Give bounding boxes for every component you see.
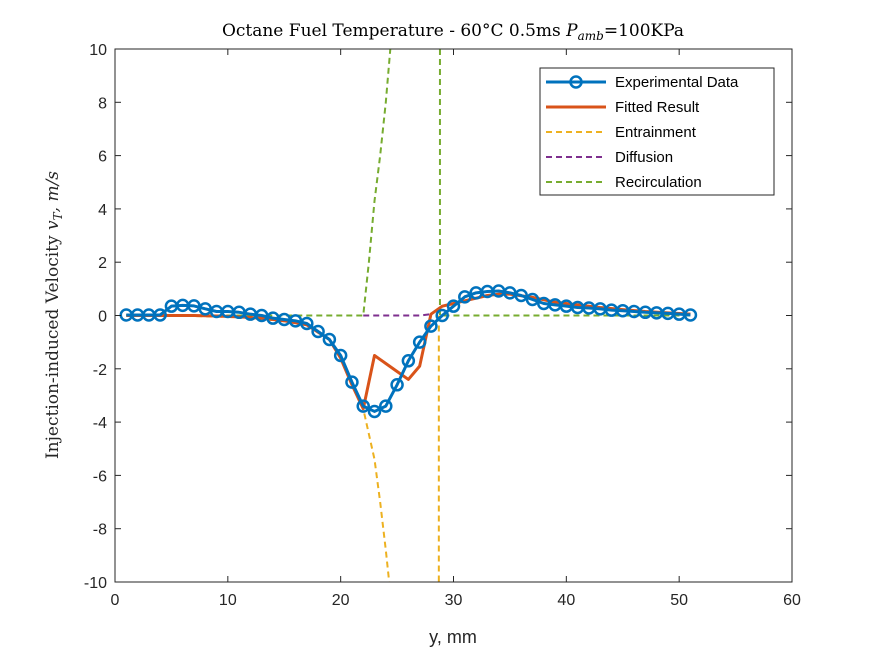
- legend-label-diffusion: Diffusion: [615, 149, 673, 166]
- y-tick-label: -2: [93, 362, 107, 379]
- data-point: [525, 292, 540, 307]
- series-line-experimental-data: [126, 289, 691, 413]
- x-tick-label: 40: [557, 592, 575, 609]
- legend-label-fitted-result: Fitted Result: [615, 99, 700, 116]
- data-point: [401, 354, 416, 368]
- y-tick-label: 0: [98, 309, 107, 326]
- title-p-subscript: amb: [578, 29, 604, 43]
- data-point: [514, 288, 528, 303]
- x-tick-label: 60: [783, 592, 801, 609]
- x-tick-label: 30: [445, 592, 463, 609]
- y-label-var-subscript: T: [51, 211, 65, 220]
- data-point: [300, 316, 314, 331]
- data-point: [446, 299, 461, 313]
- y-label-var: v: [43, 220, 63, 230]
- data-point: [390, 378, 404, 392]
- title-p-symbol: P: [565, 21, 578, 41]
- data-point: [153, 308, 167, 322]
- y-tick-label: -8: [93, 522, 107, 539]
- data-point: [367, 404, 382, 419]
- series-layer: [119, 49, 698, 582]
- data-point: [412, 335, 427, 349]
- title-suffix: =100KPa: [604, 21, 684, 41]
- y-tick-label: 4: [98, 202, 107, 219]
- legend-label-entrainment: Entrainment: [615, 124, 697, 141]
- y-tick-label: -4: [93, 415, 107, 432]
- data-point: [424, 319, 438, 333]
- x-tick-label: 0: [111, 592, 120, 609]
- y-axis-label: Injection-induced Velocity vT, m/s: [43, 171, 65, 459]
- x-tick-label: 50: [670, 592, 688, 609]
- legend-marker: [569, 75, 583, 89]
- legend-label-experimental-data: Experimental Data: [615, 74, 739, 91]
- data-point: [311, 324, 325, 339]
- data-point: [345, 375, 359, 389]
- y-tick-label: -6: [93, 468, 107, 485]
- series-line-fitted-result: [126, 292, 691, 411]
- title-prefix: Octane Fuel Temperature - 60°C 0.5ms: [222, 21, 566, 41]
- x-tick-label: 20: [332, 592, 350, 609]
- data-point: [322, 332, 337, 347]
- data-point: [458, 290, 472, 304]
- data-point: [379, 399, 393, 413]
- chart-title: Octane Fuel Temperature - 60°C 0.5ms Pam…: [222, 21, 684, 43]
- y-label-text: Injection-induced Velocity: [43, 230, 63, 459]
- y-tick-label: -10: [84, 575, 107, 592]
- y-tick-label: 10: [89, 42, 107, 59]
- data-point: [333, 348, 348, 363]
- y-tick-label: 2: [98, 255, 107, 272]
- data-point: [356, 399, 370, 413]
- legend: Experimental Data Fitted Result Entrainmen…: [539, 67, 775, 196]
- y-label-units: , m/s: [43, 171, 63, 213]
- y-tick-label: 6: [98, 149, 107, 166]
- x-tick-label: 10: [219, 592, 237, 609]
- data-point: [683, 308, 698, 322]
- data-point: [435, 308, 449, 323]
- y-tick-label: 8: [98, 95, 107, 112]
- tick-layer: 0 10 20 30 40 50 60 -10 -8 -6 -4 -2 0 2 4 6 8 10: [84, 42, 801, 609]
- x-axis-label: y, mm: [429, 627, 477, 647]
- legend-label-recirculation: Recirculation: [615, 174, 702, 191]
